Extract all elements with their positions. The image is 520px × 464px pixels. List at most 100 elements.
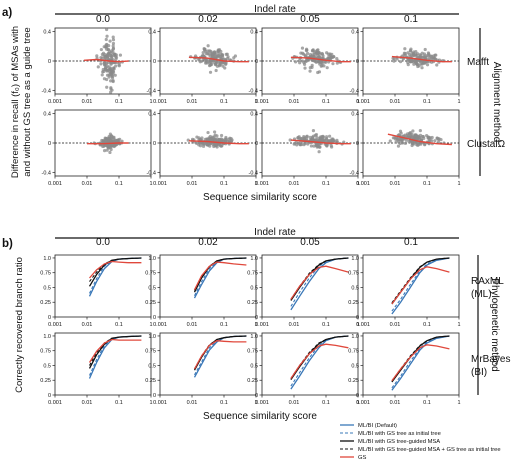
y-tick-label: 0 bbox=[153, 315, 156, 321]
data-point bbox=[208, 70, 213, 74]
data-point bbox=[399, 131, 403, 135]
data-point bbox=[110, 143, 114, 148]
data-point bbox=[114, 57, 118, 61]
data-point bbox=[420, 66, 424, 70]
trend-line bbox=[387, 133, 452, 146]
x-tick-label: 0.001 bbox=[48, 400, 62, 406]
data-point bbox=[215, 60, 219, 64]
column-label: 0.02 bbox=[198, 14, 218, 25]
data-point bbox=[108, 73, 112, 77]
x-tick-label: 0.001 bbox=[48, 322, 62, 328]
y-tick-label: 0.5 bbox=[43, 285, 51, 291]
data-point bbox=[203, 59, 208, 63]
data-point bbox=[418, 133, 423, 137]
scatter-panel: 0.001 0.01 0.1 1 -0.4 0 0.4 bbox=[350, 27, 461, 105]
data-point bbox=[404, 53, 408, 58]
x-tick-label: 0.01 bbox=[82, 99, 93, 105]
data-point bbox=[313, 138, 318, 142]
data-point bbox=[198, 137, 202, 142]
data-point bbox=[425, 134, 429, 138]
x-tick-label: 0.01 bbox=[187, 400, 198, 406]
y-tick-label: -0.4 bbox=[350, 88, 359, 94]
y-tick-label: 0.25 bbox=[40, 378, 51, 384]
scatter-panel: 0.001 0.01 0.1 1 -0.4 0 0.4 bbox=[249, 27, 360, 105]
x-tick-label: 0.1 bbox=[322, 181, 330, 187]
data-point bbox=[206, 49, 210, 53]
x-tick-label: 0.01 bbox=[289, 322, 300, 328]
data-point bbox=[322, 64, 326, 68]
x-tick-label: 0.01 bbox=[390, 400, 401, 406]
data-point bbox=[233, 54, 237, 58]
data-point bbox=[421, 135, 425, 139]
data-point bbox=[398, 60, 403, 64]
data-point bbox=[427, 136, 431, 141]
data-point bbox=[323, 60, 328, 64]
data-point bbox=[105, 34, 109, 38]
data-point bbox=[414, 134, 418, 138]
line-panel: 0.001 0.01 0.1 100.250.50.751.0 bbox=[247, 254, 360, 328]
x-tick-label: 0.01 bbox=[82, 400, 93, 406]
y-tick-label: 0.4 bbox=[250, 112, 258, 118]
data-point bbox=[105, 42, 109, 47]
scatter-panel: 0.001 0.01 0.1 1 -0.4 0 0.4 bbox=[42, 27, 153, 105]
data-point bbox=[318, 145, 322, 149]
row-label: ClustalΩ bbox=[467, 139, 506, 150]
series-line bbox=[391, 257, 450, 315]
data-point bbox=[408, 49, 413, 53]
data-point bbox=[324, 135, 329, 139]
data-point bbox=[304, 47, 309, 51]
data-point bbox=[96, 65, 100, 69]
data-point bbox=[224, 62, 228, 66]
x-tick-label: 0.001 bbox=[356, 99, 370, 105]
x-tick-label: 1 bbox=[149, 400, 152, 406]
y-tick-label: 0 bbox=[153, 59, 156, 65]
data-point bbox=[298, 58, 302, 62]
line-panel: 0.001 0.01 0.1 100.250.50.751.0 bbox=[247, 332, 360, 406]
data-point bbox=[213, 52, 218, 57]
y-tick-label: 0.75 bbox=[40, 349, 51, 355]
data-point bbox=[410, 143, 414, 148]
data-point bbox=[214, 68, 218, 73]
data-point bbox=[403, 141, 408, 145]
data-point bbox=[299, 136, 303, 141]
data-point bbox=[212, 144, 216, 149]
x-tick-label: 0.1 bbox=[322, 99, 330, 105]
series-line bbox=[194, 335, 247, 370]
data-point bbox=[388, 139, 392, 143]
data-point bbox=[331, 62, 335, 66]
row-label: (BI) bbox=[471, 367, 487, 378]
y-tick-label: -0.4 bbox=[42, 170, 51, 176]
trend-line bbox=[188, 140, 249, 145]
series-line bbox=[88, 335, 142, 379]
x-tick-label: 1 bbox=[457, 322, 460, 328]
line-panel: 0.001 0.01 0.1 100.250.50.751.0 bbox=[40, 254, 153, 328]
data-point bbox=[316, 70, 320, 75]
line-panel: 0.001 0.01 0.1 100.250.50.751.0 bbox=[348, 254, 461, 328]
x-tick-label: 0.1 bbox=[220, 99, 228, 105]
data-point bbox=[411, 129, 415, 133]
data-point bbox=[419, 62, 423, 66]
y-tick-label: 0 bbox=[153, 393, 156, 399]
y-tick-label: 0 bbox=[48, 59, 51, 65]
data-point bbox=[296, 136, 300, 140]
data-point bbox=[111, 41, 116, 46]
data-point bbox=[317, 136, 321, 141]
data-point bbox=[308, 69, 312, 73]
data-point bbox=[313, 60, 318, 64]
data-point bbox=[295, 143, 299, 147]
panel-frame bbox=[261, 254, 359, 318]
y-tick-label: 0.25 bbox=[145, 378, 156, 384]
data-point bbox=[105, 85, 109, 89]
series-line bbox=[391, 257, 450, 305]
data-point bbox=[105, 27, 109, 32]
row-label: MrBayes bbox=[471, 354, 510, 365]
data-point bbox=[315, 135, 319, 140]
row-label: RAxML bbox=[471, 276, 504, 287]
y-tick-label: 0.4 bbox=[148, 30, 156, 36]
x-tick-label: 0.001 bbox=[153, 322, 167, 328]
data-point bbox=[321, 54, 325, 58]
data-point bbox=[315, 143, 319, 147]
data-point bbox=[432, 56, 436, 60]
data-point bbox=[109, 53, 113, 58]
data-point bbox=[206, 44, 210, 48]
